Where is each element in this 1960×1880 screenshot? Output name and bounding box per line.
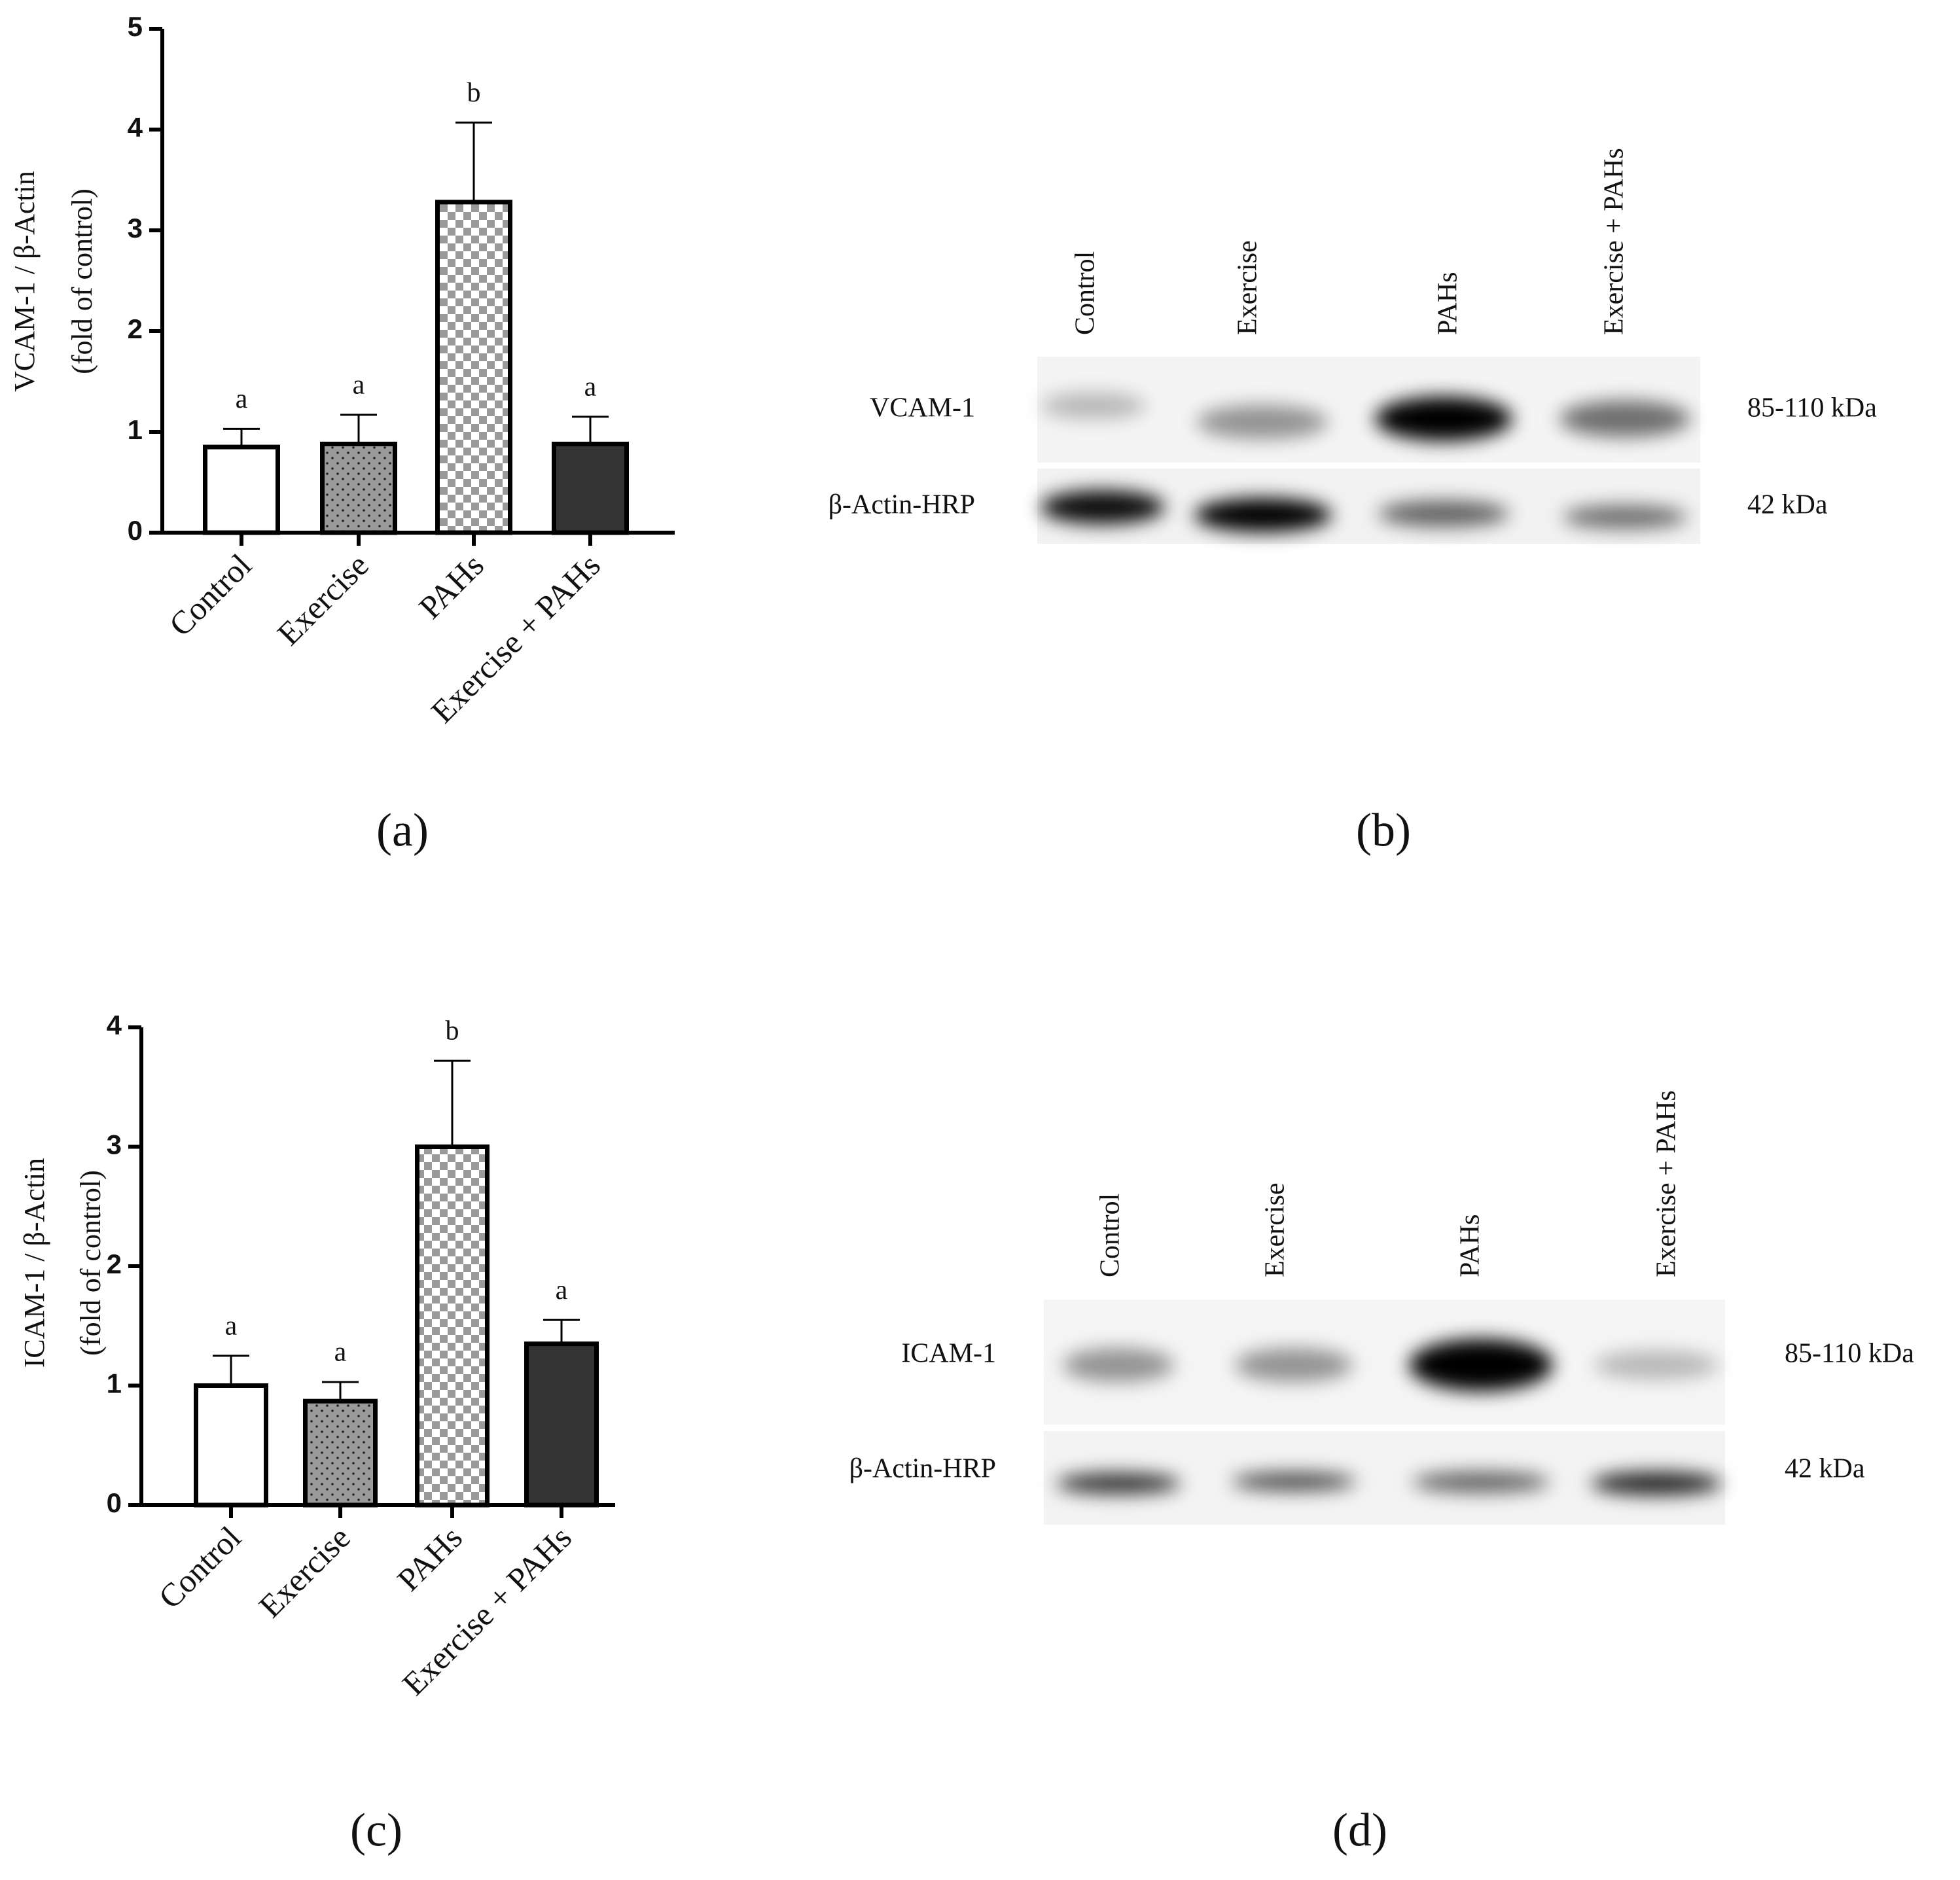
y-tick-label: 0 bbox=[128, 515, 143, 546]
band-name: ICAM-1 bbox=[901, 1339, 996, 1369]
significance-label: a bbox=[334, 1338, 347, 1368]
x-tick-label: PAHs bbox=[390, 1519, 469, 1598]
panel-label: (c) bbox=[350, 1804, 402, 1856]
western-blot: Control Exercise PAHs Exercise + PAHs VCAM-1… bbox=[829, 148, 1878, 856]
significance-label: b bbox=[446, 1016, 459, 1046]
significance-label: a bbox=[556, 1275, 568, 1305]
bar bbox=[194, 1383, 268, 1508]
y-axis-label: (fold of control) bbox=[66, 188, 98, 374]
y-tick-label: 4 bbox=[107, 1010, 122, 1040]
significance-label: a bbox=[584, 372, 597, 402]
band-size: 42 kDa bbox=[1785, 1454, 1865, 1484]
band-name: VCAM-1 bbox=[870, 393, 975, 423]
y-tick-label: 3 bbox=[107, 1129, 122, 1160]
x-tick-label: PAHs bbox=[412, 546, 491, 626]
x-tick-label: Exercise bbox=[252, 1519, 357, 1624]
lane-label: Control bbox=[1071, 251, 1101, 335]
bar bbox=[203, 444, 280, 535]
bar-chart: 0 1 2 3 4 ICAM-1 / β-Actin (fold of control) a C… bbox=[18, 1010, 615, 1856]
y-tick-label: 1 bbox=[128, 414, 143, 445]
bar bbox=[435, 200, 512, 535]
bar bbox=[320, 441, 397, 535]
bar bbox=[552, 441, 629, 535]
western-blot: Control Exercise PAHs Exercise + PAHs ICAM-1… bbox=[849, 1090, 1915, 1856]
band-size: 85-110 kDa bbox=[1747, 393, 1877, 423]
band-size: 42 kDa bbox=[1747, 490, 1828, 520]
lane-label: Exercise + PAHs bbox=[1599, 148, 1630, 335]
y-tick-label: 5 bbox=[128, 11, 143, 42]
significance-label: a bbox=[225, 1311, 238, 1341]
blot-image bbox=[1044, 1300, 1725, 1525]
lane-label: Exercise bbox=[1233, 240, 1263, 335]
x-tick-label: Control bbox=[151, 1519, 248, 1616]
significance-label: b bbox=[467, 78, 481, 108]
panel-label: (d) bbox=[1332, 1804, 1387, 1856]
significance-label: a bbox=[353, 370, 365, 400]
y-tick-label: 2 bbox=[107, 1249, 122, 1279]
y-tick-label: 3 bbox=[128, 213, 143, 243]
bar bbox=[524, 1341, 599, 1508]
bar bbox=[415, 1144, 490, 1508]
bar-chart: 0 1 2 3 4 5 VCAM-1 / β-Actin (fold of control) a… bbox=[9, 11, 675, 857]
y-axis-label: VCAM-1 / β-Actin bbox=[9, 171, 41, 392]
lane-label: PAHs bbox=[1433, 272, 1463, 335]
lane-label: PAHs bbox=[1455, 1214, 1486, 1277]
panel-label: (b) bbox=[1356, 804, 1411, 857]
y-tick-label: 2 bbox=[128, 313, 143, 344]
bar bbox=[303, 1398, 378, 1508]
significance-label: a bbox=[236, 384, 248, 414]
band-name: β-Actin-HRP bbox=[849, 1454, 996, 1484]
lane-label: Exercise bbox=[1260, 1182, 1291, 1277]
blot-image bbox=[1037, 357, 1700, 544]
y-tick-label: 1 bbox=[107, 1368, 122, 1399]
band-size: 85-110 kDa bbox=[1785, 1339, 1914, 1369]
lane-label: Control bbox=[1096, 1194, 1126, 1277]
panel-label: (a) bbox=[376, 804, 429, 857]
band-name: β-Actin-HRP bbox=[829, 490, 975, 520]
y-axis-label: ICAM-1 / β-Actin bbox=[18, 1158, 50, 1368]
x-tick-label: Exercise bbox=[270, 546, 376, 652]
x-tick-label: Control bbox=[162, 546, 258, 643]
y-tick-label: 4 bbox=[128, 112, 143, 143]
y-axis-label: (fold of control) bbox=[75, 1170, 107, 1355]
y-tick-label: 0 bbox=[107, 1487, 122, 1518]
lane-label: Exercise + PAHs bbox=[1652, 1090, 1682, 1277]
